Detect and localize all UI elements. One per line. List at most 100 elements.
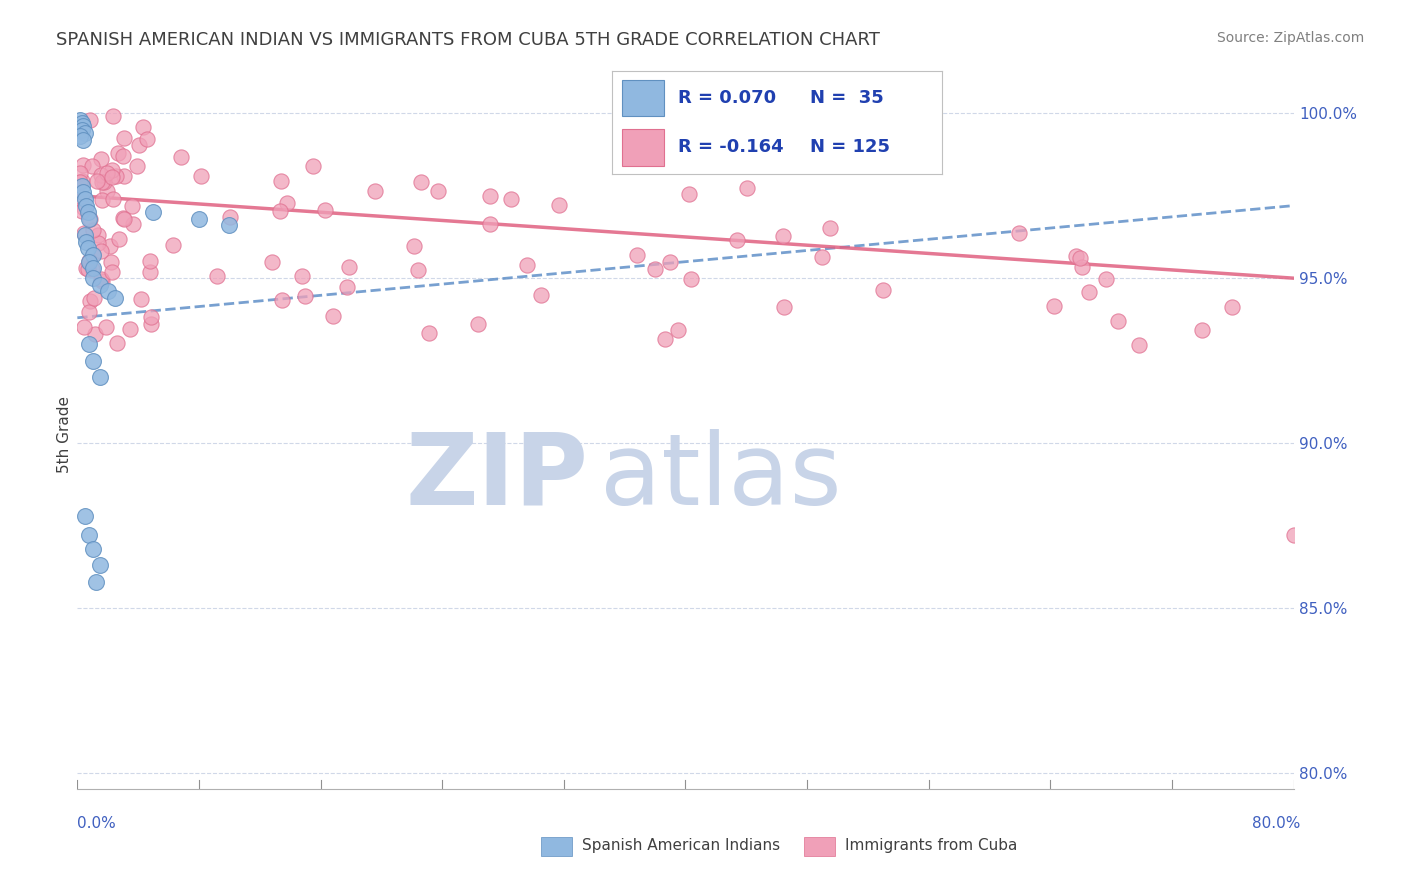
Point	[219, 211, 242, 225]
Point	[276, 195, 298, 210]
Point	[818, 220, 841, 235]
Point	[89, 277, 111, 292]
Point	[644, 262, 666, 277]
Point	[406, 263, 429, 277]
Point	[104, 169, 127, 183]
Point	[302, 159, 325, 173]
Point	[69, 175, 91, 189]
Point	[418, 326, 440, 340]
Y-axis label: 5th Grade: 5th Grade	[56, 396, 72, 474]
Point	[94, 320, 117, 334]
Point	[82, 271, 104, 285]
Point	[129, 292, 152, 306]
Text: R = 0.070: R = 0.070	[678, 88, 776, 106]
Point	[322, 309, 344, 323]
Point	[1095, 272, 1118, 286]
Point	[79, 294, 101, 309]
Text: 80.0%: 80.0%	[1253, 816, 1301, 831]
Point	[72, 202, 94, 216]
Point	[112, 211, 135, 225]
Point	[75, 260, 97, 275]
Point	[530, 288, 553, 302]
Text: atlas: atlas	[600, 429, 842, 526]
Point	[190, 169, 212, 184]
Text: SPANISH AMERICAN INDIAN VS IMMIGRANTS FROM CUBA 5TH GRADE CORRELATION CHART: SPANISH AMERICAN INDIAN VS IMMIGRANTS FR…	[56, 31, 880, 49]
Point	[89, 558, 111, 573]
Point	[72, 158, 94, 172]
Point	[84, 574, 107, 589]
Point	[100, 254, 122, 268]
Point	[83, 326, 105, 341]
Point	[97, 285, 120, 299]
Point	[735, 181, 758, 195]
Point	[70, 178, 93, 193]
Point	[337, 260, 360, 275]
Text: Source: ZipAtlas.com: Source: ZipAtlas.com	[1216, 31, 1364, 45]
Point	[83, 291, 105, 305]
Point	[70, 116, 93, 130]
Point	[205, 269, 228, 284]
Point	[1064, 249, 1087, 263]
Point	[101, 192, 124, 206]
Point	[218, 219, 240, 233]
Text: ZIP: ZIP	[405, 429, 588, 526]
Point	[112, 130, 135, 145]
Point	[77, 262, 100, 277]
Point	[73, 228, 96, 243]
Point	[69, 129, 91, 144]
Point	[1043, 299, 1066, 313]
Point	[132, 120, 155, 135]
Text: N = 125: N = 125	[810, 137, 890, 156]
Point	[105, 335, 128, 350]
Point	[111, 149, 134, 163]
Point	[90, 169, 112, 183]
Point	[79, 211, 101, 226]
FancyBboxPatch shape	[621, 79, 665, 117]
Point	[70, 204, 93, 219]
Point	[90, 275, 112, 289]
Point	[314, 202, 336, 217]
Point	[72, 186, 94, 200]
Point	[260, 254, 283, 268]
Point	[82, 353, 104, 368]
Point	[87, 228, 110, 243]
Point	[77, 254, 100, 268]
Point	[69, 112, 91, 127]
Point	[73, 508, 96, 523]
Point	[139, 317, 162, 331]
Point	[77, 242, 100, 256]
Point	[872, 283, 894, 297]
Text: 0.0%: 0.0%	[77, 816, 117, 831]
Point	[75, 199, 97, 213]
Point	[479, 189, 502, 203]
Point	[294, 289, 316, 303]
Point	[547, 198, 569, 212]
Point	[138, 265, 160, 279]
Point	[69, 166, 91, 180]
Point	[101, 169, 124, 184]
Point	[364, 184, 387, 198]
Point	[73, 320, 96, 334]
Point	[516, 258, 538, 272]
Point	[679, 272, 702, 286]
Point	[72, 174, 94, 188]
Point	[79, 113, 101, 128]
Point	[90, 272, 112, 286]
Point	[122, 217, 145, 231]
Point	[82, 248, 104, 262]
Text: Spanish American Indians: Spanish American Indians	[582, 838, 780, 853]
Point	[77, 304, 100, 318]
Point	[77, 205, 100, 219]
Point	[128, 137, 150, 152]
Point	[89, 370, 111, 384]
Point	[82, 262, 104, 277]
Point	[72, 120, 94, 134]
Point	[100, 265, 122, 279]
Point	[73, 126, 96, 140]
Point	[79, 528, 101, 542]
Point	[1069, 251, 1091, 265]
Point	[666, 323, 689, 337]
Point	[291, 268, 314, 283]
Point	[336, 280, 359, 294]
Point	[1191, 323, 1213, 337]
